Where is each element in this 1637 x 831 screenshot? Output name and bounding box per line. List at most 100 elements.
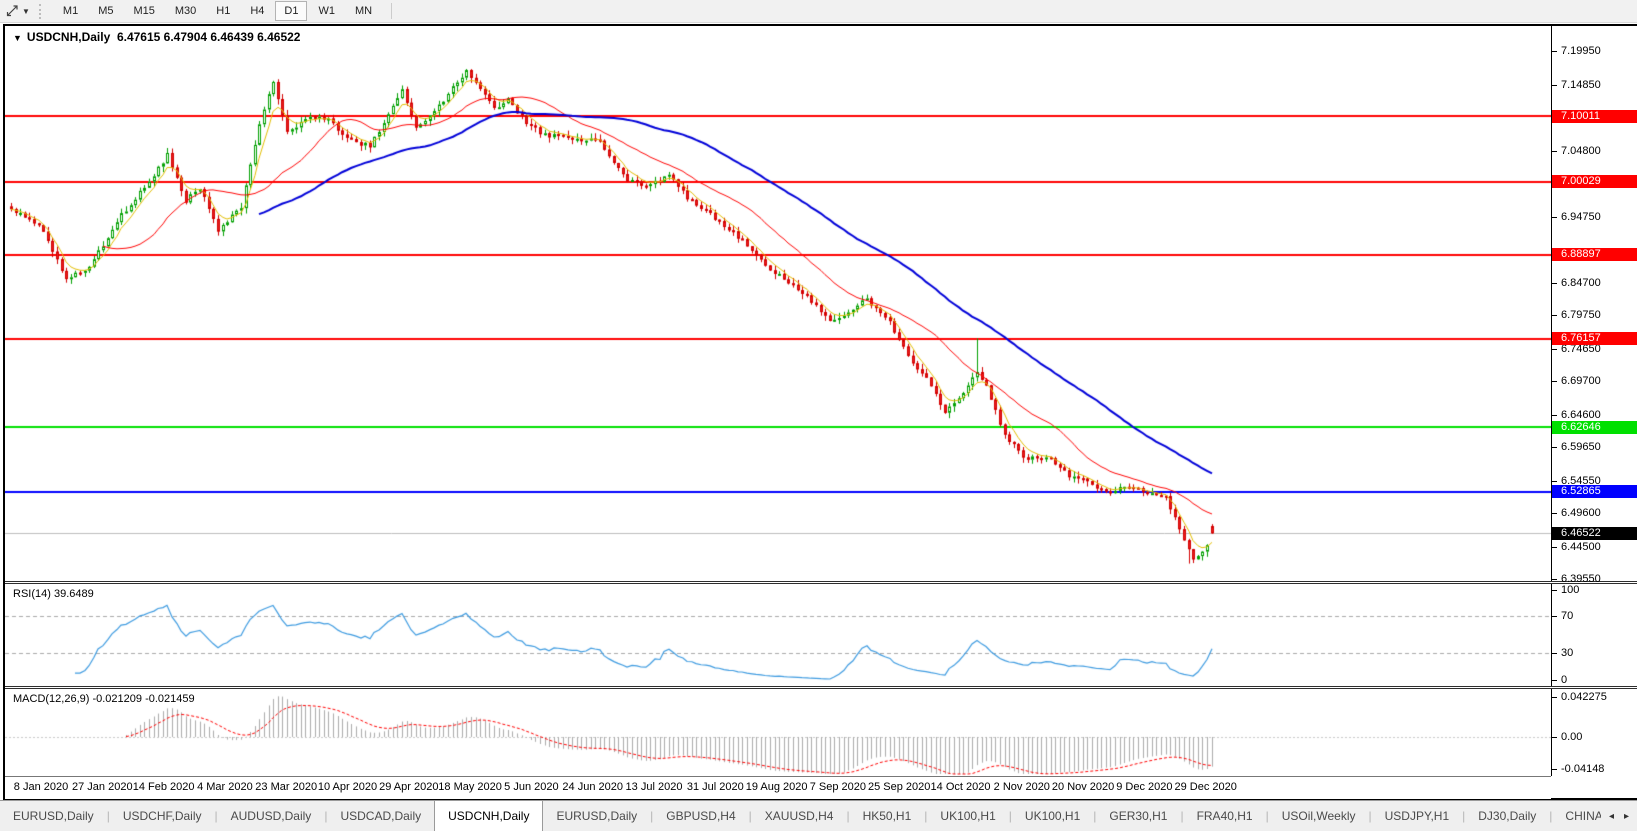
timeframe-button-h1[interactable]: H1 [216, 5, 231, 17]
price-axis-tick: 6.79750 [1552, 309, 1636, 321]
time-axis-label: 19 Aug 2020 [745, 781, 808, 793]
time-axis-label: 9 Dec 2020 [1116, 781, 1173, 793]
price-axis-tick: 7.04800 [1552, 145, 1636, 157]
price-axis-tick: 6.94750 [1552, 211, 1636, 223]
price-level-badge: 6.62646 [1552, 421, 1637, 434]
tab-separator: | [924, 809, 928, 823]
chart-tab[interactable]: HK50,H1 [862, 809, 912, 823]
time-axis-label: 13 Jul 2020 [625, 781, 683, 793]
price-level-badge: 6.76157 [1552, 332, 1637, 345]
time-axis-label: 2 Nov 2020 [993, 781, 1050, 793]
time-axis-label: 23 Mar 2020 [255, 781, 318, 793]
price-axis-tick: 6.54550 [1552, 475, 1636, 487]
tab-separator: | [106, 809, 110, 823]
time-axis-label: 8 Jan 2020 [13, 781, 69, 793]
macd-indicator-label: MACD(12,26,9) -0.021209 -0.021459 [13, 693, 195, 705]
chart-tab[interactable]: UK100,H1 [1024, 809, 1081, 823]
price-level-badge: 7.10011 [1552, 110, 1637, 123]
timeframe-button-m30[interactable]: M30 [174, 5, 197, 17]
macd-indicator-canvas[interactable] [5, 689, 1551, 776]
macd-axis-tick: 0.042275 [1552, 691, 1636, 703]
price-axis[interactable] [1551, 26, 1637, 776]
chart-tab-bar: EURUSD,Daily | USDCHF,Daily | AUDUSD,Daily | U… [0, 800, 1637, 831]
price-axis-tick: 7.14850 [1552, 79, 1636, 91]
timeframe-button-w1[interactable]: W1 [318, 5, 335, 17]
chart-tab[interactable]: UK100,H1 [940, 809, 996, 823]
chart-tab[interactable]: USDJPY,H1 [1384, 809, 1450, 823]
timeframe-button-d1[interactable]: D1 [275, 1, 308, 21]
macd-axis-tick: -0.04148 [1552, 763, 1636, 775]
price-axis-tick: 6.44500 [1552, 541, 1636, 553]
timeframe-button-m15[interactable]: M15 [133, 5, 155, 17]
chart-tab[interactable]: EURUSD,Daily [13, 809, 94, 823]
toolbar-grip[interactable] [38, 3, 45, 19]
tab-scroll-arrows: ◂ ▸ [1600, 802, 1637, 831]
tab-scroll-left-icon[interactable]: ◂ [1608, 811, 1614, 822]
time-axis-label: 29 Dec 2020 [1174, 781, 1237, 793]
price-level-badge: 6.52865 [1552, 485, 1637, 498]
rsi-indicator-canvas[interactable] [5, 584, 1551, 686]
toolbar-separator [391, 3, 393, 19]
tab-separator: | [324, 809, 328, 823]
time-axis-label: 14 Feb 2020 [132, 781, 195, 793]
chart-tab[interactable]: FRA40,H1 [1196, 809, 1253, 823]
rsi-axis-tick: 70 [1552, 610, 1636, 622]
chart-collapse-icon[interactable]: ▼ [13, 33, 22, 43]
macd-axis-tick: 0.00 [1552, 731, 1636, 743]
price-axis-tick: 6.59650 [1552, 441, 1636, 453]
chevron-down-icon[interactable]: ▼ [22, 6, 30, 16]
time-axis-label: 29 Apr 2020 [379, 781, 439, 793]
price-axis-tick: 6.84700 [1552, 277, 1636, 289]
tab-scroll-right-icon[interactable]: ▸ [1623, 811, 1629, 822]
rsi-axis-tick: 100 [1552, 584, 1636, 596]
panel-splitter[interactable] [5, 581, 1637, 584]
chart-tab[interactable]: GBPUSD,H4 [666, 809, 736, 823]
timeframe-button-h4[interactable]: H4 [250, 5, 265, 17]
price-axis-tick: 7.19950 [1552, 45, 1636, 57]
time-axis-label: 4 Mar 2020 [197, 781, 253, 793]
tab-separator: | [1008, 809, 1012, 823]
chart-title-ohlc: 6.47615 6.47904 6.46439 6.46522 [116, 30, 301, 44]
chart-tab[interactable]: USOil,Weekly [1281, 809, 1356, 823]
price-level-badge: 6.46522 [1552, 527, 1637, 540]
chart-tab[interactable]: XAUUSD,H4 [764, 809, 834, 823]
rsi-axis-tick: 0 [1552, 674, 1636, 686]
time-axis-label: 14 Oct 2020 [930, 781, 991, 793]
time-axis-label: 27 Jan 2020 [72, 781, 133, 793]
timeframe-button-m1[interactable]: M1 [62, 5, 79, 17]
timeframe-button-group: M1 M5 M15 M30 H1 H4 D1 W1 MN [53, 1, 382, 21]
chart-tab[interactable]: USDCNH,Daily [434, 801, 544, 831]
time-axis-label: 10 Apr 2020 [317, 781, 378, 793]
tab-separator: | [1462, 809, 1466, 823]
chart-tab[interactable]: USDCHF,Daily [122, 809, 202, 823]
time-axis-label: 24 Jun 2020 [562, 781, 623, 793]
price-axis-tick: 6.64600 [1552, 409, 1636, 421]
timeframe-button-m5[interactable]: M5 [98, 5, 114, 17]
tab-separator: | [1549, 809, 1553, 823]
time-axis[interactable]: 8 Jan 2020 27 Jan 2020 14 Feb 2020 4 Mar 20… [5, 776, 1551, 799]
tab-separator: | [1368, 809, 1372, 823]
tab-separator: | [748, 809, 752, 823]
chart-tab[interactable]: DJ30,Daily [1478, 809, 1537, 823]
price-axis-tick: 6.49600 [1552, 507, 1636, 519]
toolbar: ▼ M1 M5 M15 M30 H1 H4 D1 W1 MN [0, 0, 1637, 23]
price-axis-tick: 6.69700 [1552, 375, 1636, 387]
cursor-tool-button[interactable]: ▼ [0, 1, 33, 21]
tab-separator: | [846, 809, 850, 823]
price-axis-tick: 6.39550 [1552, 573, 1636, 585]
chart-tab[interactable]: USDCAD,Daily [340, 809, 422, 823]
price-level-badge: 7.00029 [1552, 175, 1637, 188]
timeframe-button-mn[interactable]: MN [354, 5, 373, 17]
time-axis-label: 5 Jun 2020 [504, 781, 559, 793]
tab-separator: | [1180, 809, 1184, 823]
time-axis-label: 18 May 2020 [438, 781, 502, 793]
chart-window: 8 Jan 2020 27 Jan 2020 14 Feb 2020 4 Mar 20… [3, 24, 1637, 800]
panel-splitter[interactable] [5, 686, 1637, 689]
chart-tab[interactable]: EURUSD,Daily [556, 809, 638, 823]
chart-tab[interactable]: AUDUSD,Daily [230, 809, 312, 823]
chart-tab[interactable]: GER30,H1 [1109, 809, 1168, 823]
time-axis-label: 25 Sep 2020 [867, 781, 931, 793]
main-price-chart-canvas[interactable] [5, 26, 1551, 581]
time-axis-label: 20 Nov 2020 [1051, 781, 1115, 793]
tab-separator: | [214, 809, 218, 823]
